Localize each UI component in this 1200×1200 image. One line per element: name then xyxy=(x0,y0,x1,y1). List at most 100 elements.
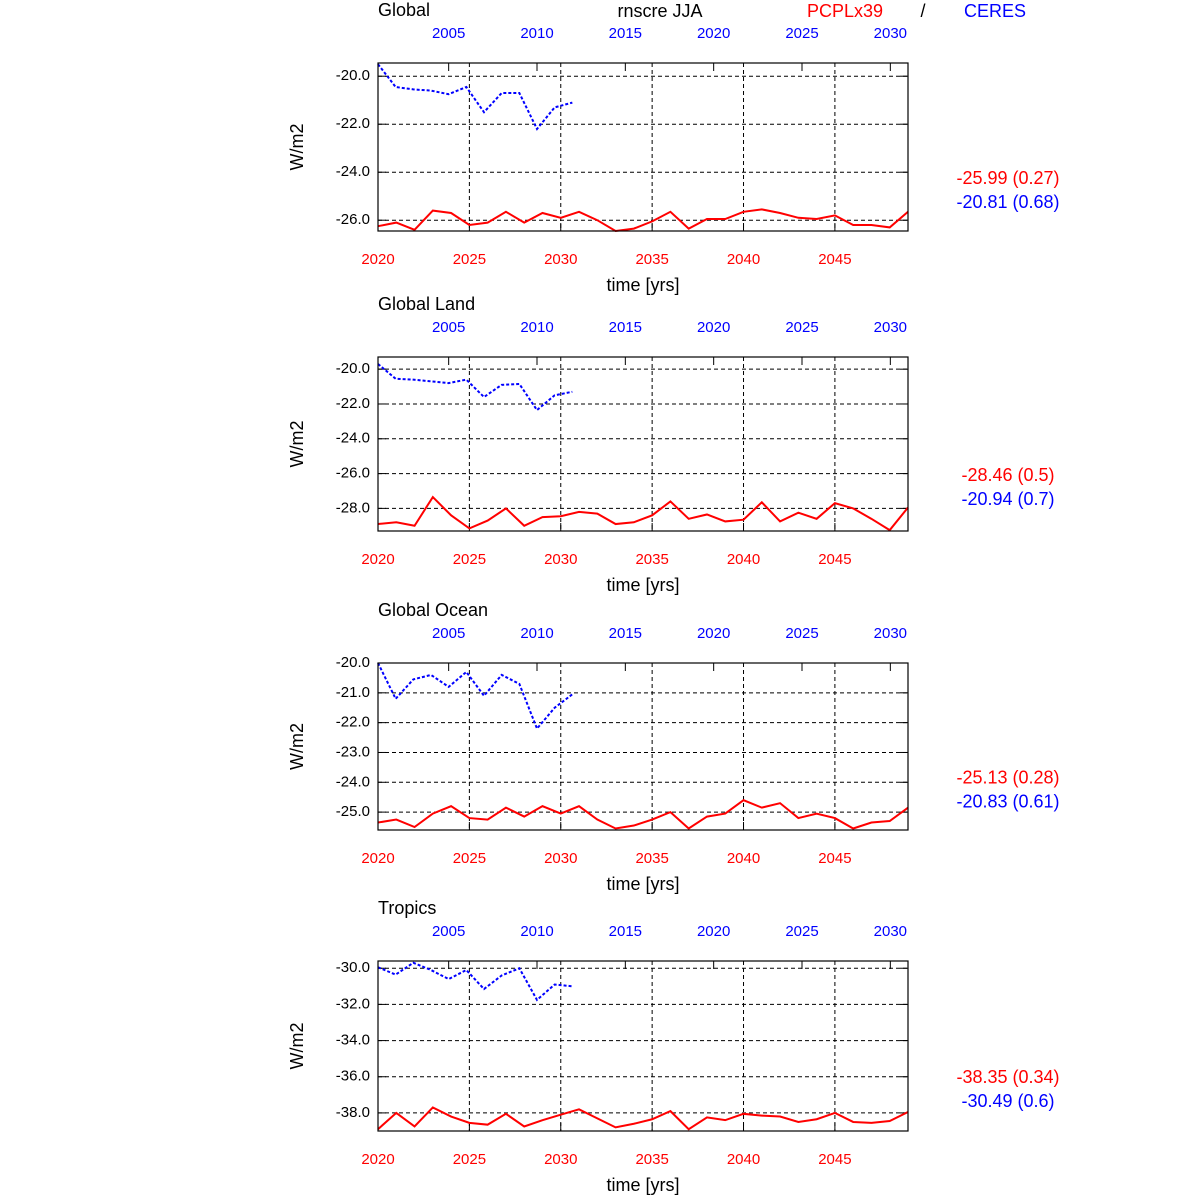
plot-frame xyxy=(377,960,909,1132)
y-tick-label: -38.0 xyxy=(336,1104,370,1121)
x2-tick-label: 2010 xyxy=(520,319,553,336)
plot-frame xyxy=(377,356,909,532)
x-tick-label: 2035 xyxy=(635,850,668,867)
stat-label: -25.13 (0.28) xyxy=(956,767,1059,787)
y-tick-label: -34.0 xyxy=(336,1032,370,1049)
y-tick-label: -25.0 xyxy=(336,803,370,820)
figure-title: rnscre JJA xyxy=(617,1,702,21)
y-tick-label: -36.0 xyxy=(336,1068,370,1085)
y-tick-label: -20.0 xyxy=(336,360,370,377)
x2-tick-label: 2015 xyxy=(609,625,642,642)
legend-separator: / xyxy=(920,1,925,21)
x-tick-label: 2035 xyxy=(635,551,668,568)
x2-tick-label: 2005 xyxy=(432,25,465,42)
stat-label: -20.94 (0.7) xyxy=(961,489,1054,509)
x2-tick-label: 2020 xyxy=(697,923,730,940)
y-tick-label: -28.0 xyxy=(336,499,370,516)
y-axis-label: W/m2 xyxy=(287,124,307,171)
y-tick-label: -30.0 xyxy=(336,959,370,976)
x2-tick-label: 2025 xyxy=(785,25,818,42)
panel-title: Global Land xyxy=(378,294,475,314)
y-tick-label: -20.0 xyxy=(336,654,370,671)
x-tick-label: 2020 xyxy=(361,551,394,568)
panel-title: Global xyxy=(378,0,430,20)
x2-tick-label: 2020 xyxy=(697,625,730,642)
x-tick-label: 2025 xyxy=(453,251,486,268)
panel-title: Tropics xyxy=(378,898,436,918)
stat-label: -20.83 (0.61) xyxy=(956,791,1059,811)
x2-tick-label: 2015 xyxy=(609,923,642,940)
x-tick-label: 2030 xyxy=(544,251,577,268)
x-tick-label: 2030 xyxy=(544,850,577,867)
panel: Global Land time [yrs] W/m2 -28.0 -26.0 -24.0… xyxy=(287,294,1055,595)
y-tick-label: -26.0 xyxy=(336,465,370,482)
x2-tick-label: 2025 xyxy=(785,923,818,940)
x2-tick-label: 2025 xyxy=(785,319,818,336)
y-axis-label: W/m2 xyxy=(287,421,307,468)
panel-title: Global Ocean xyxy=(378,600,488,620)
y-tick-label: -22.0 xyxy=(336,714,370,731)
series-line xyxy=(377,63,573,131)
x2-tick-label: 2030 xyxy=(874,625,907,642)
x-tick-label: 2040 xyxy=(727,551,760,568)
x-tick-label: 2040 xyxy=(727,850,760,867)
series-line xyxy=(377,799,909,830)
x-tick-label: 2035 xyxy=(635,1151,668,1168)
x-tick-label: 2030 xyxy=(544,1151,577,1168)
x-tick-label: 2025 xyxy=(453,551,486,568)
panel: Global Ocean time [yrs] W/m2 -25.0 -24.0 -23.… xyxy=(287,600,1060,894)
x2-tick-label: 2005 xyxy=(432,923,465,940)
x2-tick-label: 2015 xyxy=(609,319,642,336)
x-tick-label: 2040 xyxy=(727,1151,760,1168)
x2-tick-label: 2010 xyxy=(520,25,553,42)
x2-tick-label: 2005 xyxy=(432,319,465,336)
series-line xyxy=(377,495,909,532)
x-tick-label: 2045 xyxy=(818,850,851,867)
x-tick-label: 2020 xyxy=(361,850,394,867)
x-axis-label: time [yrs] xyxy=(606,275,679,295)
x-tick-label: 2025 xyxy=(453,850,486,867)
y-tick-label: -26.0 xyxy=(336,211,370,228)
x2-tick-label: 2015 xyxy=(609,25,642,42)
stat-label: -28.46 (0.5) xyxy=(961,465,1054,485)
series-line xyxy=(377,208,909,233)
y-tick-label: -24.0 xyxy=(336,163,370,180)
x2-tick-label: 2030 xyxy=(874,25,907,42)
x2-tick-label: 2030 xyxy=(874,319,907,336)
x-tick-label: 2045 xyxy=(818,551,851,568)
x2-tick-label: 2010 xyxy=(520,625,553,642)
x2-tick-label: 2010 xyxy=(520,923,553,940)
plot-frame xyxy=(377,662,909,831)
x2-tick-label: 2025 xyxy=(785,625,818,642)
x-tick-label: 2040 xyxy=(727,251,760,268)
stat-label: -25.99 (0.27) xyxy=(956,168,1059,188)
x-tick-label: 2045 xyxy=(818,251,851,268)
x-tick-label: 2035 xyxy=(635,251,668,268)
stat-label: -38.35 (0.34) xyxy=(956,1067,1059,1087)
y-tick-label: -22.0 xyxy=(336,395,370,412)
x2-tick-label: 2005 xyxy=(432,625,465,642)
y-tick-label: -21.0 xyxy=(336,684,370,701)
x-tick-label: 2020 xyxy=(361,1151,394,1168)
stat-label: -30.49 (0.6) xyxy=(961,1091,1054,1111)
x-axis-label: time [yrs] xyxy=(606,874,679,894)
x-tick-label: 2020 xyxy=(361,251,394,268)
legend-entry: PCPLx39 xyxy=(807,1,883,21)
y-tick-label: -22.0 xyxy=(336,115,370,132)
x2-tick-label: 2020 xyxy=(697,25,730,42)
x-axis-label: time [yrs] xyxy=(606,575,679,595)
y-tick-label: -32.0 xyxy=(336,995,370,1012)
series-line xyxy=(377,662,573,731)
x-tick-label: 2030 xyxy=(544,551,577,568)
y-tick-label: -20.0 xyxy=(336,67,370,84)
x2-tick-label: 2020 xyxy=(697,319,730,336)
y-axis-label: W/m2 xyxy=(287,1023,307,1070)
series-line xyxy=(377,1106,909,1131)
series-line xyxy=(377,961,573,1002)
panel: Tropics time [yrs] W/m2 -38.0 -36.0 -34.0 -32.… xyxy=(287,898,1060,1195)
x-tick-label: 2025 xyxy=(453,1151,486,1168)
x-tick-label: 2045 xyxy=(818,1151,851,1168)
x-axis-label: time [yrs] xyxy=(606,1175,679,1195)
y-axis-label: W/m2 xyxy=(287,723,307,770)
